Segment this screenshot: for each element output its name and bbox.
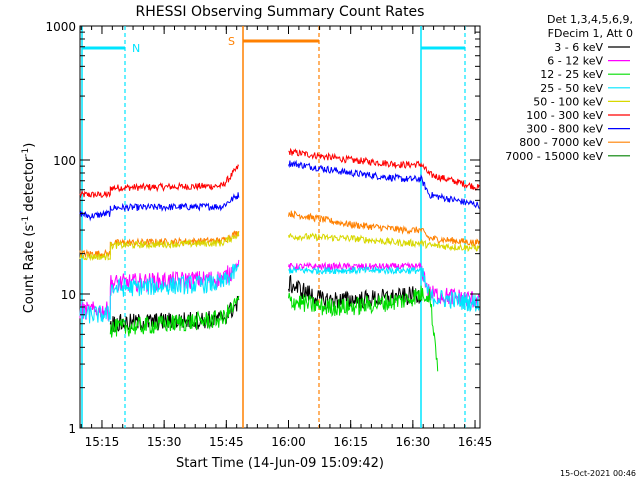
series-line-4-1 [288, 261, 480, 308]
legend: Det 1,3,4,5,6,9, FDecim 1, Att 0 3 - 6 k… [505, 13, 633, 163]
legend-label: 300 - 800 keV [526, 123, 603, 136]
x-tick-label: 15:30 [147, 435, 182, 449]
series-300-800keV-kev [79, 159, 480, 222]
legend-header-line-2: FDecim 1, Att 0 [548, 27, 633, 40]
legend-label: 50 - 100 keV [533, 95, 603, 108]
x-axis-label: Start Time (14-Jun-09 15:09:42) [176, 456, 384, 471]
legend-label: 12 - 25 keV [540, 68, 603, 81]
y-tick-label: 1 [68, 422, 76, 436]
y-axis-label-mid: detector [22, 156, 37, 216]
y-axis-label-sup2: -1 [21, 148, 31, 157]
y-tick-label: 100 [53, 154, 76, 168]
plot-frame [79, 25, 481, 429]
orbit-markers: N S [81, 26, 466, 428]
x-tick-label: 15:45 [209, 435, 244, 449]
legend-label: 25 - 50 keV [540, 82, 603, 95]
x-axis: 15:15 15:30 15:45 16:00 16:15 16:30 16:45 [80, 26, 493, 449]
legend-label: 7000 - 15000 keV [505, 150, 603, 163]
y-axis-label-main: Count Rate (s [22, 225, 37, 314]
series-line-2-1 [288, 210, 480, 248]
y-tick-label: 10 [61, 288, 76, 302]
series-line-0-0 [79, 164, 240, 199]
y-tick-label: 1000 [45, 20, 76, 34]
series-line-5-0 [79, 263, 240, 324]
x-tick-label: 16:30 [396, 435, 431, 449]
legend-label: 100 - 300 keV [526, 109, 603, 122]
saa-label: S [228, 35, 235, 48]
chart-title: RHESSI Observing Summary Count Rates [136, 4, 425, 20]
series-line-3-1 [288, 232, 480, 252]
series-12-25keV-kev [109, 285, 439, 372]
night-label: N [132, 42, 140, 55]
series-25-50keV-kev [79, 263, 480, 324]
series-line-6-0 [109, 295, 240, 334]
series-50-100keV-kev [79, 231, 480, 262]
footer-date: 15-Oct-2021 00:46 [560, 469, 636, 478]
y-axis-label-end: ) [22, 143, 37, 148]
legend-header-line-1: Det 1,3,4,5,6,9, [547, 13, 633, 26]
series-line-1-0 [79, 192, 240, 222]
legend-label: 800 - 7000 keV [519, 136, 603, 149]
legend-label: 3 - 6 keV [554, 41, 603, 54]
x-tick-label: 15:15 [85, 435, 120, 449]
series-line-5-1 [288, 265, 480, 313]
series-line-1-1 [288, 159, 480, 209]
x-tick-label: 16:15 [333, 435, 368, 449]
y-axis-label-sup1: -1 [21, 216, 31, 225]
y-axis: 1 10 100 1000 [45, 20, 480, 436]
series-line-0-1 [288, 147, 480, 191]
x-tick-label: 16:45 [458, 435, 493, 449]
series-layer [79, 147, 480, 372]
series-line-7-0 [109, 295, 240, 338]
x-tick-label: 16:00 [271, 435, 306, 449]
series-100-300keV-kev [79, 147, 480, 199]
series-line-3-0 [79, 231, 240, 262]
y-axis-label: Count Rate (s-1 detector-1) [21, 143, 37, 314]
series-line-7-1 [288, 285, 439, 372]
legend-label: 6 - 12 keV [547, 55, 603, 68]
